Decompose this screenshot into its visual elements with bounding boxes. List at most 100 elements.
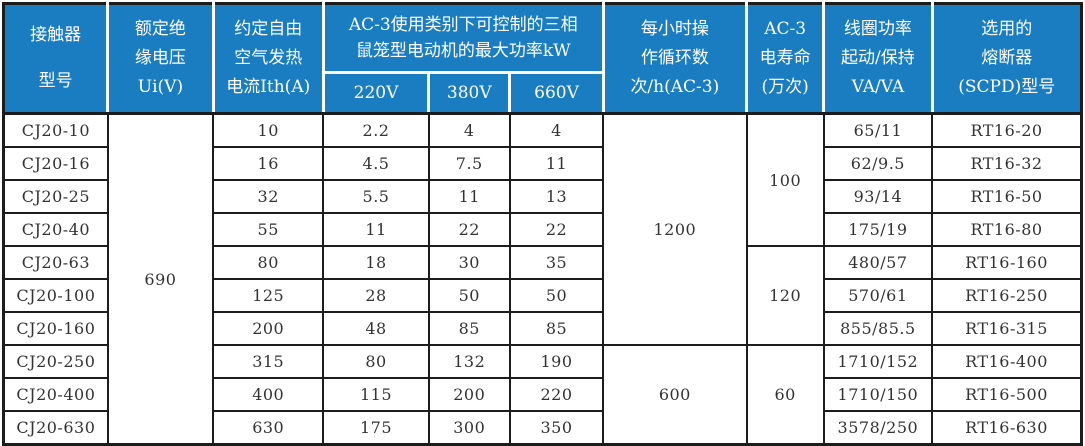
cell-fuse: RT16-315 bbox=[931, 311, 1083, 346]
cell-p380: 22 bbox=[427, 212, 511, 247]
header-row-sub: 220V 380V 660V bbox=[4, 71, 1082, 115]
cell-ith: 32 bbox=[212, 179, 325, 214]
cell-fuse: RT16-50 bbox=[931, 179, 1083, 214]
cell-p380: 300 bbox=[427, 410, 511, 446]
cell-fuse: RT16-250 bbox=[931, 278, 1083, 313]
cell-model: CJ20-16 bbox=[2, 146, 109, 181]
cell-p380: 200 bbox=[427, 377, 511, 412]
cell-model: CJ20-63 bbox=[2, 245, 109, 280]
cell-ith: 400 bbox=[212, 377, 325, 412]
cell-p380: 132 bbox=[427, 344, 511, 379]
cell-p220: 11 bbox=[322, 212, 430, 247]
cell-p220: 5.5 bbox=[322, 179, 430, 214]
header-row-main: 接触器 型号 额定绝 缘电压 Ui(V) 约定自由 空气发热 电流Ith(A) … bbox=[3, 3, 1082, 115]
cell-p660: 35 bbox=[508, 245, 605, 280]
cell-ith: 315 bbox=[212, 344, 325, 379]
cell-ith: 125 bbox=[212, 278, 325, 313]
cell-p660: 22 bbox=[508, 212, 605, 247]
cell-coil: 1710/150 bbox=[822, 377, 934, 412]
header-220v: 220V bbox=[323, 71, 431, 115]
table-row: CJ20-16 16 4.5 7.5 11 62/9.5 RT16-32 bbox=[2, 146, 1083, 181]
cell-p220: 175 bbox=[322, 410, 430, 446]
header-operating-cycles: 每小时操 作循环数 次/h(AC-3) bbox=[601, 3, 749, 115]
cell-fuse: RT16-400 bbox=[931, 344, 1083, 379]
cell-coil: 175/19 bbox=[822, 212, 934, 247]
cell-life-merged-top: 100 bbox=[745, 112, 825, 247]
cell-ith: 200 bbox=[212, 311, 325, 346]
cell-model: CJ20-10 bbox=[2, 112, 109, 148]
cell-coil: 65/11 bbox=[822, 112, 934, 148]
header-contactor-model: 接触器 型号 bbox=[3, 3, 110, 115]
cell-p380: 50 bbox=[427, 278, 511, 313]
cell-fuse: RT16-20 bbox=[931, 112, 1083, 148]
cell-coil: 855/85.5 bbox=[822, 311, 934, 346]
header-thermal-current: 约定自由 空气发热 电流Ith(A) bbox=[211, 3, 325, 115]
cell-model: CJ20-40 bbox=[2, 212, 109, 247]
cell-ith: 10 bbox=[212, 112, 325, 148]
cell-ith: 630 bbox=[212, 410, 325, 446]
cell-cycles-merged-top: 1200 bbox=[602, 112, 748, 346]
table-row: CJ20-63 80 18 30 35 120 480/57 RT16-160 bbox=[2, 245, 1083, 346]
cell-model: CJ20-250 bbox=[2, 344, 109, 379]
table-body: CJ20-10 690 10 2.2 4 4 1200 100 65/11 RT… bbox=[2, 112, 1083, 446]
cell-coil: 570/61 bbox=[822, 278, 934, 313]
cell-p660: 11 bbox=[508, 146, 605, 181]
cell-p220: 80 bbox=[322, 344, 430, 379]
cell-p660: 220 bbox=[508, 377, 605, 412]
cell-life-merged-mid: 120 bbox=[745, 245, 825, 346]
table-row: CJ20-25 32 5.5 11 13 93/14 RT16-50 bbox=[2, 179, 1083, 214]
cell-model: CJ20-630 bbox=[2, 410, 109, 446]
cell-model: CJ20-400 bbox=[2, 377, 109, 412]
table-header: 接触器 型号 额定绝 缘电压 Ui(V) 约定自由 空气发热 电流Ith(A) … bbox=[3, 3, 1082, 115]
cell-p380: 7.5 bbox=[427, 146, 511, 181]
cell-p660: 4 bbox=[508, 112, 605, 148]
table-row: CJ20-400 400 115 200 220 1710/150 RT16-5… bbox=[2, 377, 1083, 412]
cell-p660: 13 bbox=[508, 179, 605, 214]
cell-p660: 85 bbox=[508, 311, 605, 346]
cell-p220: 4.5 bbox=[322, 146, 430, 181]
cell-ith: 55 bbox=[212, 212, 325, 247]
cell-fuse: RT16-80 bbox=[931, 212, 1083, 247]
cell-p660: 50 bbox=[508, 278, 605, 313]
cell-life-merged-bottom: 60 bbox=[745, 344, 825, 446]
cell-p220: 2.2 bbox=[322, 112, 430, 148]
cell-p380: 11 bbox=[427, 179, 511, 214]
cell-ith: 80 bbox=[212, 245, 325, 280]
cell-cycles-merged-bottom: 600 bbox=[602, 344, 748, 446]
cell-p220: 48 bbox=[322, 311, 430, 346]
cell-coil: 3578/250 bbox=[822, 410, 934, 446]
header-380v: 380V bbox=[427, 71, 512, 115]
table-row: CJ20-160 200 48 85 85 855/85.5 RT16-315 bbox=[2, 311, 1083, 346]
cell-p380: 85 bbox=[427, 311, 511, 346]
cell-ith: 16 bbox=[212, 146, 325, 181]
header-electrical-life: AC-3 电寿命 (万次) bbox=[745, 3, 826, 115]
header-rated-insulation-voltage: 额定绝 缘电压 Ui(V) bbox=[106, 3, 215, 115]
cell-fuse: RT16-630 bbox=[931, 410, 1083, 446]
table-row: CJ20-100 125 28 50 50 570/61 RT16-250 bbox=[2, 278, 1083, 313]
table-row: CJ20-250 315 80 132 190 600 60 1710/152 … bbox=[2, 344, 1083, 446]
cell-p380: 30 bbox=[427, 245, 511, 280]
cell-ui-voltage-merged: 690 bbox=[106, 112, 215, 446]
cell-p660: 190 bbox=[508, 344, 605, 379]
cell-coil: 93/14 bbox=[822, 179, 934, 214]
cell-coil: 62/9.5 bbox=[822, 146, 934, 181]
table-row: CJ20-10 690 10 2.2 4 4 1200 100 65/11 RT… bbox=[2, 112, 1083, 446]
cell-model: CJ20-160 bbox=[2, 311, 109, 346]
cell-p660: 350 bbox=[508, 410, 605, 446]
cell-fuse: RT16-500 bbox=[931, 377, 1083, 412]
cell-p220: 115 bbox=[322, 377, 430, 412]
cell-fuse: RT16-32 bbox=[931, 146, 1083, 181]
header-coil-power: 线圈功率 起动/保持 VA/VA bbox=[822, 3, 934, 115]
cell-fuse: RT16-160 bbox=[931, 245, 1083, 280]
cell-p380: 4 bbox=[427, 112, 511, 148]
cell-model: CJ20-100 bbox=[2, 278, 109, 313]
header-fuse-type: 选用的 熔断器 (SCPD)型号 bbox=[930, 3, 1082, 115]
cell-p220: 28 bbox=[322, 278, 430, 313]
cell-p220: 18 bbox=[322, 245, 430, 280]
cell-coil: 480/57 bbox=[822, 245, 934, 280]
header-ac3-max-power-group: AC-3使用类别下可控制的三相 鼠笼型电动机的最大功率kW bbox=[321, 3, 605, 74]
cell-coil: 1710/152 bbox=[822, 344, 934, 379]
header-660v: 660V bbox=[508, 71, 605, 115]
